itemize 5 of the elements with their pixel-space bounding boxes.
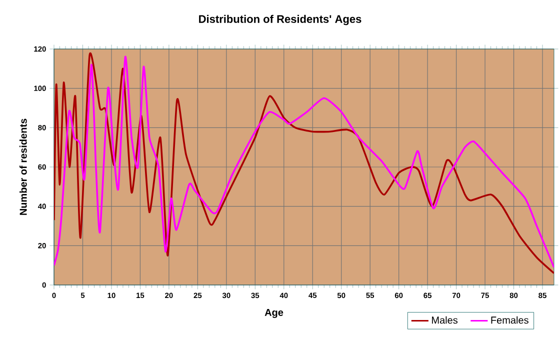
legend-label: Males: [432, 316, 458, 324]
chart-title: Distribution of Residents' Ages: [199, 14, 362, 26]
legend-label: Females: [491, 316, 528, 324]
y-axis-title: Number of residents: [19, 118, 27, 215]
x-axis-title: Age: [264, 308, 284, 318]
